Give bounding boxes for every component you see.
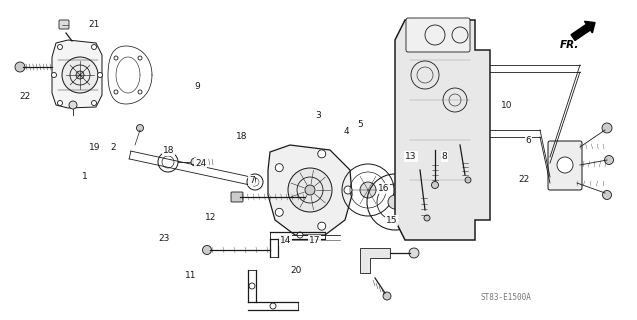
- Circle shape: [465, 177, 471, 183]
- Text: 20: 20: [290, 266, 302, 275]
- Circle shape: [57, 100, 62, 106]
- FancyArrow shape: [571, 21, 595, 41]
- Circle shape: [360, 182, 376, 198]
- Text: FR.: FR.: [560, 40, 580, 50]
- Text: 15: 15: [386, 216, 397, 225]
- Circle shape: [305, 185, 315, 195]
- Circle shape: [409, 248, 419, 258]
- Text: 1: 1: [82, 172, 88, 180]
- Circle shape: [52, 73, 57, 77]
- Circle shape: [288, 168, 332, 212]
- Circle shape: [114, 90, 118, 94]
- Circle shape: [249, 283, 255, 289]
- Text: 18: 18: [163, 146, 175, 155]
- Text: 2: 2: [111, 143, 116, 152]
- Text: 5: 5: [357, 120, 363, 129]
- Text: 21: 21: [88, 20, 99, 28]
- Circle shape: [203, 245, 211, 254]
- Text: 23: 23: [159, 234, 170, 243]
- Text: 16: 16: [378, 184, 389, 193]
- Text: 18: 18: [236, 132, 248, 140]
- Text: 9: 9: [194, 82, 201, 91]
- Circle shape: [62, 57, 98, 93]
- Text: 12: 12: [204, 213, 216, 222]
- Circle shape: [275, 208, 283, 216]
- Circle shape: [136, 124, 143, 132]
- Circle shape: [603, 190, 612, 199]
- Circle shape: [297, 232, 303, 238]
- Text: 19: 19: [89, 143, 100, 152]
- Polygon shape: [268, 145, 352, 235]
- Circle shape: [138, 56, 142, 60]
- Circle shape: [602, 123, 612, 133]
- Circle shape: [57, 44, 62, 50]
- Text: 17: 17: [309, 236, 320, 245]
- Text: 10: 10: [501, 101, 512, 110]
- Circle shape: [388, 195, 402, 209]
- Polygon shape: [52, 40, 102, 108]
- Text: 24: 24: [195, 159, 206, 168]
- Circle shape: [114, 56, 118, 60]
- Text: 22: 22: [518, 175, 529, 184]
- Circle shape: [191, 158, 199, 166]
- Circle shape: [318, 222, 326, 230]
- Text: 8: 8: [441, 152, 448, 161]
- Circle shape: [92, 100, 96, 106]
- Text: 4: 4: [343, 127, 348, 136]
- Circle shape: [318, 150, 326, 158]
- Text: 22: 22: [20, 92, 31, 100]
- FancyBboxPatch shape: [406, 18, 470, 52]
- Circle shape: [76, 71, 84, 79]
- FancyBboxPatch shape: [59, 20, 69, 29]
- Circle shape: [92, 44, 96, 50]
- Circle shape: [424, 215, 430, 221]
- Polygon shape: [395, 20, 490, 240]
- FancyBboxPatch shape: [548, 141, 582, 190]
- Text: 13: 13: [405, 152, 417, 161]
- Text: 3: 3: [315, 111, 322, 120]
- Circle shape: [383, 292, 391, 300]
- Text: 6: 6: [526, 136, 532, 145]
- Text: 14: 14: [280, 236, 291, 245]
- Polygon shape: [360, 248, 390, 273]
- Circle shape: [605, 156, 613, 164]
- Text: ST83-E1500A: ST83-E1500A: [481, 293, 532, 302]
- Circle shape: [270, 303, 276, 309]
- Text: 7: 7: [248, 176, 255, 185]
- Circle shape: [275, 164, 283, 172]
- Circle shape: [431, 181, 438, 188]
- Text: 11: 11: [185, 271, 197, 280]
- Circle shape: [557, 157, 573, 173]
- Circle shape: [69, 101, 77, 109]
- FancyBboxPatch shape: [231, 192, 243, 202]
- Circle shape: [97, 73, 103, 77]
- Circle shape: [15, 62, 25, 72]
- Circle shape: [344, 186, 352, 194]
- Circle shape: [138, 90, 142, 94]
